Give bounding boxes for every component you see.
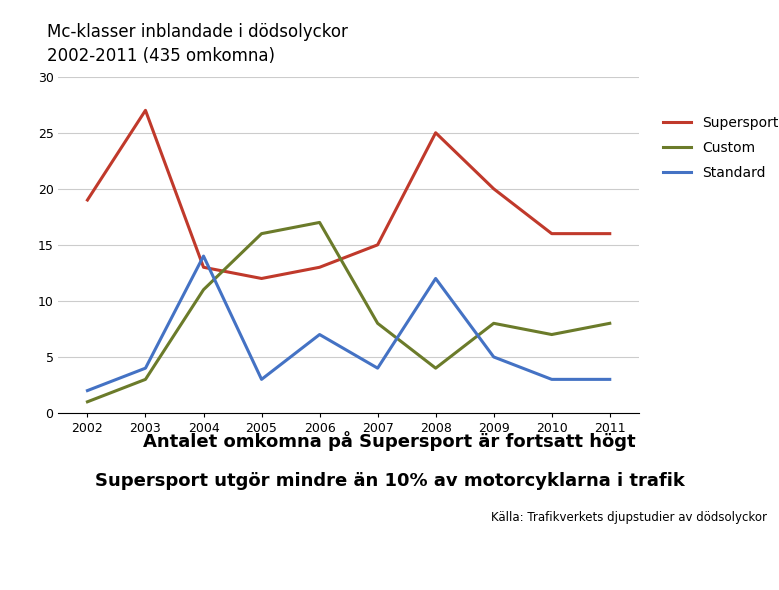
Legend: Supersport, Custom, Standard: Supersport, Custom, Standard: [657, 110, 779, 186]
Text: Mc-klasser inblandade i dödsolyckor
2002-2011 (435 omkomna): Mc-klasser inblandade i dödsolyckor 2002…: [47, 23, 347, 65]
Text: Supersport utgör mindre än 10% av motorcyklarna i trafik: Supersport utgör mindre än 10% av motorc…: [94, 472, 685, 490]
Text: Ⓣ  TRAFIKVERKET: Ⓣ TRAFIKVERKET: [587, 556, 730, 571]
Text: Källa: Trafikverkets djupstudier av dödsolyckor: Källa: Trafikverkets djupstudier av döds…: [492, 511, 767, 525]
Text: Antalet omkomna på Supersport är fortsatt högt: Antalet omkomna på Supersport är fortsat…: [143, 431, 636, 451]
